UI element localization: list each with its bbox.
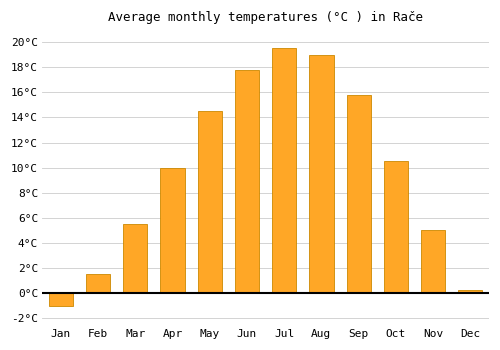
Bar	[384, 161, 408, 293]
Bar	[123, 224, 148, 293]
Bar	[49, 293, 73, 306]
Bar	[160, 168, 184, 293]
Bar	[86, 274, 110, 293]
Title: Average monthly temperatures (°C ) in Rače: Average monthly temperatures (°C ) in Ra…	[108, 11, 423, 24]
Bar	[272, 48, 296, 293]
Bar	[421, 231, 445, 293]
Bar	[235, 70, 259, 293]
Bar	[346, 95, 370, 293]
Bar	[198, 111, 222, 293]
Bar	[458, 289, 482, 293]
Bar	[310, 55, 334, 293]
